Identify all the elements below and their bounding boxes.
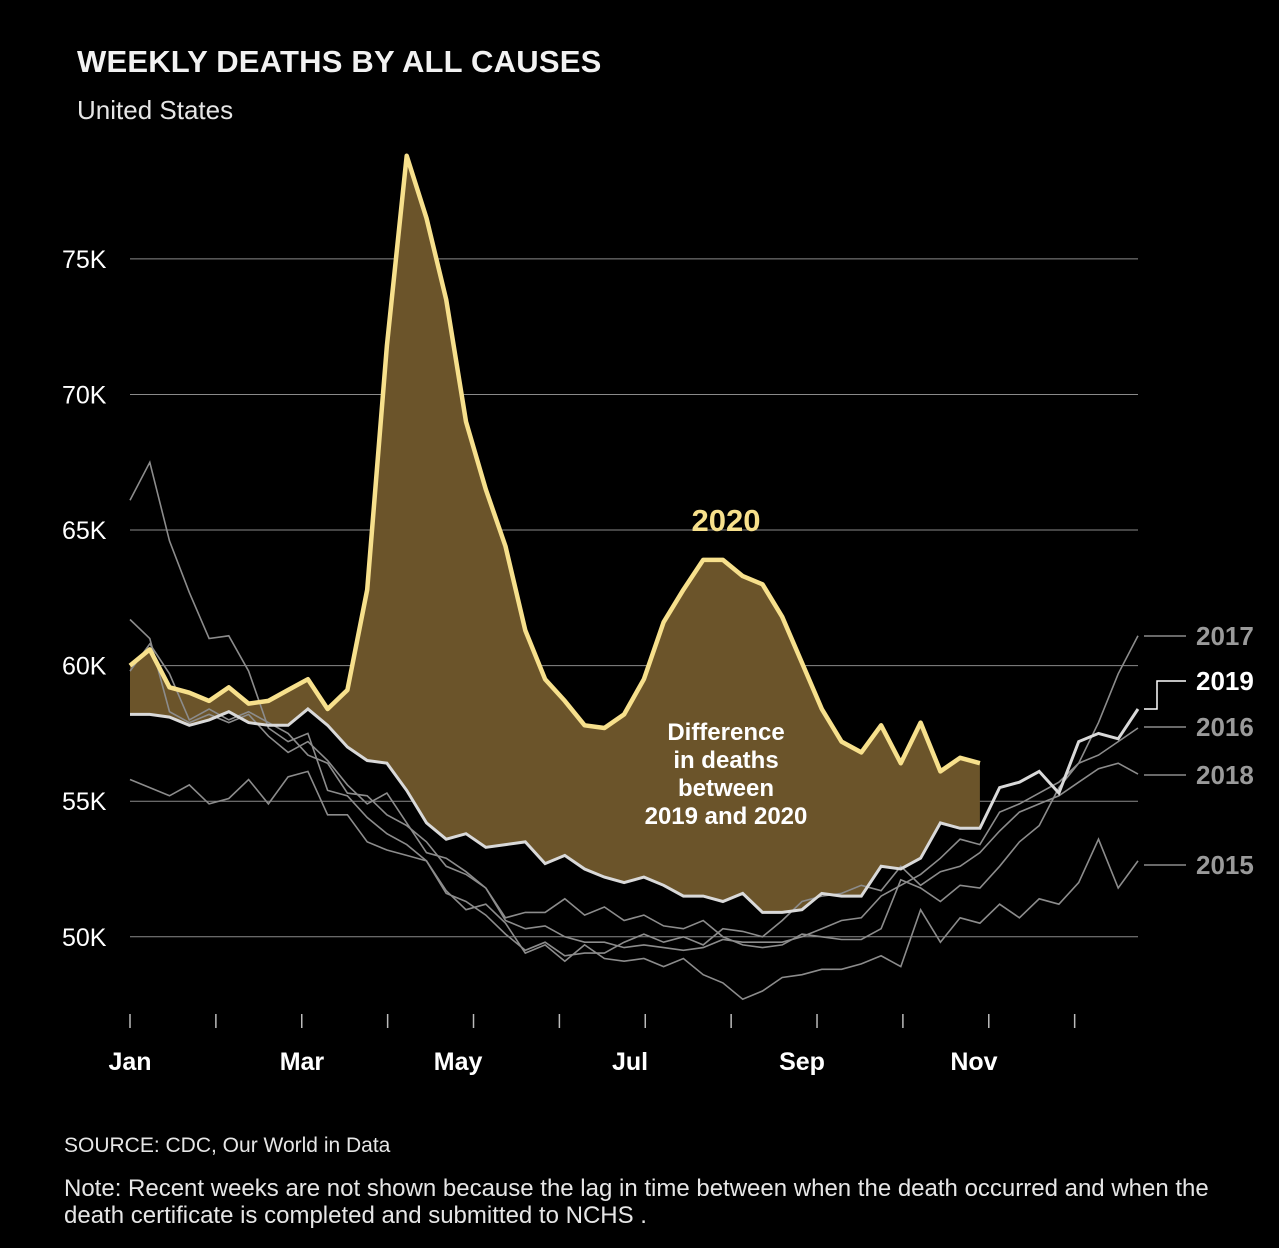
x-tick-label: Mar [280,1048,325,1076]
series-label-2017: 2017 [1196,621,1254,651]
difference-label-line: between [678,775,774,802]
series-labels: 2017 2019 2016 2018 2015 [1144,621,1254,880]
series-label-2015: 2015 [1196,850,1254,880]
y-tick-label: 50K [62,924,107,952]
y-axis: 50K 55K 60K 65K 70K 75K [62,246,107,952]
x-tick-label: Nov [950,1048,997,1076]
difference-fill [130,155,980,913]
difference-label-line: Difference [667,719,784,746]
y-tick-label: 75K [62,246,107,274]
label-2020: 2020 [692,503,761,538]
y-tick-label: 70K [62,381,107,409]
chart-title: WEEKLY DEATHS BY ALL CAUSES [77,44,602,79]
x-tick-label: Sep [779,1048,825,1076]
y-tick-label: 55K [62,788,107,816]
line-2020 [128,153,981,774]
x-tick-label: Jul [612,1048,648,1076]
difference-label-line: in deaths [673,747,778,774]
x-tick-label: Jan [108,1048,151,1076]
source-note: SOURCE: CDC, Our World in Data [64,1134,391,1157]
line-2019-path [130,707,1140,914]
footnote: Note: Recent weeks are not shown because… [64,1175,1209,1229]
series-label-2016: 2016 [1196,712,1254,742]
line-2016 [129,642,1139,952]
chart-subtitle: United States [77,95,234,125]
line-2020-path [128,153,981,774]
y-tick-label: 65K [62,517,107,545]
other-year-lines [129,460,1139,1001]
gridlines [130,258,1138,938]
difference-area [130,155,980,913]
line-2019 [130,707,1140,914]
y-tick-label: 60K [62,653,107,681]
x-axis: Jan Mar May Jul Sep Nov [108,1014,1076,1076]
x-tick-label: May [434,1048,483,1076]
line-2017 [129,618,1139,949]
series-label-2019: 2019 [1196,666,1254,696]
line-2015 [129,770,1139,1001]
line-2018 [129,460,1139,957]
series-label-2018: 2018 [1196,760,1254,790]
label-connector-2019 [1144,680,1186,710]
difference-label-line: 2019 and 2020 [645,803,808,830]
